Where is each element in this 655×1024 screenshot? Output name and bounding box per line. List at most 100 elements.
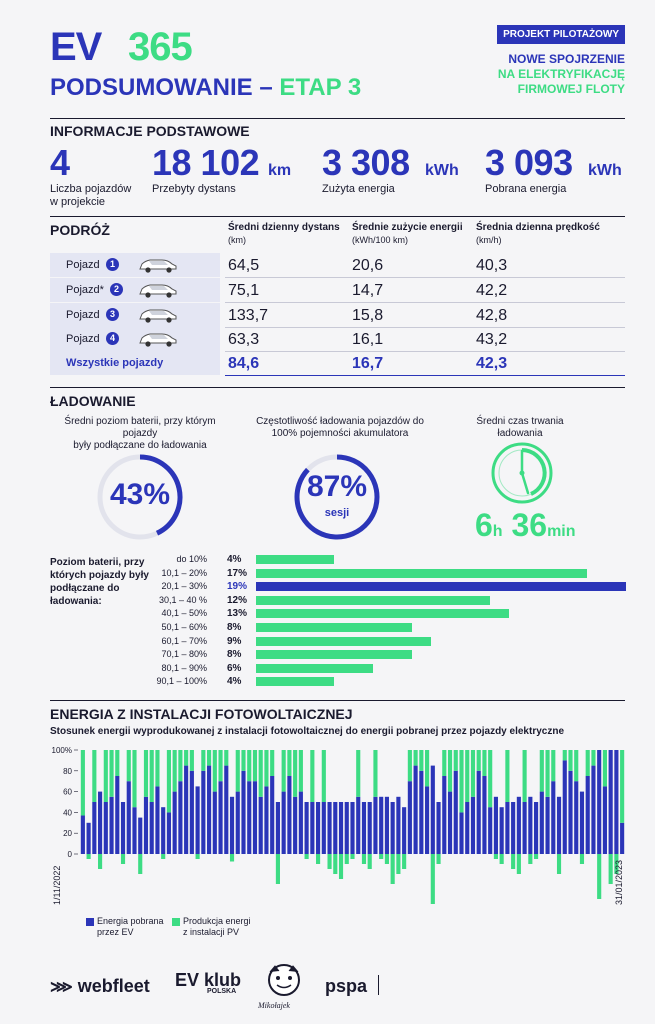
dist-bar: [256, 677, 334, 687]
ev-bar: [155, 786, 160, 854]
ev-bar: [499, 807, 504, 854]
pv-bar: [149, 750, 154, 802]
pilot-line-3: FIRMOWEJ FLOTY: [517, 82, 625, 96]
time-caption: Średni czas trwania ładowania: [476, 416, 564, 439]
pv-bar: [522, 750, 527, 802]
ev-bar: [493, 796, 498, 854]
distribution-caption: Poziom baterii, przy których pojazdy był…: [50, 557, 149, 607]
pv-bar: [218, 750, 223, 782]
ev-bar: [539, 791, 544, 854]
dist-bar: [256, 582, 626, 592]
pv-bar: [281, 750, 286, 792]
pv-bar: [459, 750, 464, 813]
ev-bar: [80, 815, 85, 854]
legend-pv-swatch: [172, 918, 180, 926]
stat-used-value: 3 308: [322, 142, 410, 183]
ev-bar: [212, 791, 217, 854]
ev-bar: [184, 765, 189, 854]
col-speed-header: Średnia dzienna prędkość: [476, 222, 600, 233]
ev-bar: [281, 791, 286, 854]
ev-bar: [597, 750, 602, 854]
pv-bar: [597, 854, 602, 899]
y-tick-label: 60: [63, 788, 72, 797]
ev-bar: [115, 776, 120, 854]
ev-bar: [407, 781, 412, 854]
title-text: PODSUMOWANIE –: [50, 74, 273, 101]
cell-speed: 43,2: [476, 331, 508, 348]
pv-bar: [579, 854, 585, 864]
vehicle-row-1: [50, 253, 220, 277]
ev-bar: [132, 807, 137, 854]
ev-bar: [247, 781, 252, 854]
ev-bar: [425, 786, 430, 854]
pv-bar: [442, 750, 447, 776]
pv-bar: [516, 854, 521, 874]
pv-bar: [201, 750, 206, 771]
cell-distance: 64,5: [228, 257, 260, 274]
gauge1-value: 43%: [109, 478, 171, 511]
vehicle-number-badge: 2: [110, 283, 123, 296]
gauge-arc: [294, 454, 380, 540]
pv-bar: [235, 750, 240, 792]
pv-bar: [132, 750, 137, 808]
dist-percent: 4%: [227, 554, 242, 565]
dist-category: 50,1 – 60%: [161, 622, 207, 632]
gauge-arc: [139, 454, 183, 536]
basic-info-title: INFORMACJE PODSTAWOWE: [50, 123, 250, 139]
dist-category: 10,1 – 20%: [161, 567, 207, 578]
stat-distance-value: 18 102: [152, 142, 260, 183]
ev-bar: [356, 796, 361, 854]
pv-bar: [310, 750, 315, 802]
title-stage: ETAP 3: [279, 74, 362, 101]
section-divider: [50, 216, 625, 217]
pspa-logo: pspa: [325, 976, 368, 996]
ev-bar: [189, 770, 194, 854]
ev-bar: [436, 802, 441, 854]
gauge2-value: 87%: [306, 470, 368, 503]
ev-bar: [298, 791, 303, 854]
ev-bar: [482, 776, 487, 854]
row-divider: [225, 375, 625, 376]
pv-bar: [396, 854, 401, 874]
pv-bar: [384, 854, 389, 864]
dist-bar: [256, 609, 510, 619]
pv-bar: [338, 854, 344, 879]
gauge2-caption: Częstotliwość ładowania pojazdów do 100% …: [256, 416, 424, 439]
dist-category: 80,1 – 90%: [161, 662, 207, 673]
dist-percent: 19%: [227, 581, 248, 593]
ev-bar: [614, 750, 619, 854]
stat-distance-label: Przebyty dystans: [152, 183, 236, 195]
dist-category: 90,1 – 100%: [156, 676, 207, 687]
ev-bar: [608, 750, 613, 854]
pilot-line-2: NA ELEKTRYFIKACJĘ: [497, 67, 625, 81]
ev-bar: [396, 796, 401, 854]
ev-bar: [459, 812, 464, 854]
ev-bar: [264, 786, 269, 854]
ev-bar: [98, 791, 103, 854]
ev-bar: [327, 802, 332, 854]
stat-drawn-unit: kWh: [588, 162, 622, 179]
ev-bar: [522, 802, 527, 854]
pv-bar: [556, 854, 562, 874]
cell-speed: 42,8: [476, 307, 508, 324]
vehicle-label: Pojazd: [66, 333, 100, 345]
dist-bar: [256, 663, 373, 673]
ev-bar: [224, 765, 229, 854]
ev-bar: [138, 817, 143, 854]
dist-bar: [256, 650, 412, 660]
pv-bar: [138, 854, 143, 874]
charging-title: ŁADOWANIE: [50, 393, 136, 409]
ev-bar: [229, 796, 235, 854]
car-icon: [138, 257, 178, 273]
section-divider: [50, 387, 625, 388]
ev-bar: [402, 807, 407, 854]
stat-used-unit: kWh: [425, 162, 459, 179]
webfleet-logo: ⋙ webfleet: [50, 976, 150, 996]
ev-bar: [442, 776, 447, 854]
pv-bar: [304, 854, 309, 859]
pv-bar: [120, 854, 126, 864]
vehicle-number-badge: 3: [106, 308, 119, 321]
pv-bar: [488, 750, 493, 808]
ev-bar: [528, 796, 533, 854]
ev-bar: [545, 796, 550, 854]
